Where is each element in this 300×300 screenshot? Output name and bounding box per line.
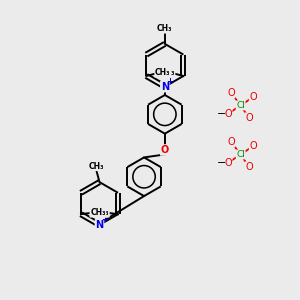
Text: O: O	[224, 158, 232, 168]
Text: Cl: Cl	[236, 150, 245, 159]
Text: −: −	[217, 109, 226, 119]
Text: O: O	[161, 145, 169, 155]
Text: O: O	[245, 113, 253, 123]
Text: O: O	[245, 162, 253, 172]
Text: CH₃: CH₃	[90, 208, 106, 217]
Text: N: N	[95, 220, 104, 230]
Text: O: O	[227, 137, 235, 147]
Text: CH₃: CH₃	[89, 161, 104, 170]
Text: +: +	[101, 215, 108, 224]
Text: CH₃: CH₃	[157, 24, 172, 33]
Text: N: N	[161, 82, 169, 92]
Text: Cl: Cl	[236, 101, 245, 110]
Text: O: O	[249, 141, 257, 151]
Text: CH₃: CH₃	[155, 68, 170, 77]
Text: O: O	[224, 109, 232, 119]
Text: CH₃: CH₃	[159, 68, 175, 77]
Text: −: −	[217, 158, 226, 168]
Text: +: +	[166, 77, 173, 86]
Text: O: O	[249, 92, 257, 102]
Text: O: O	[227, 88, 235, 98]
Text: CH₃: CH₃	[94, 208, 109, 217]
